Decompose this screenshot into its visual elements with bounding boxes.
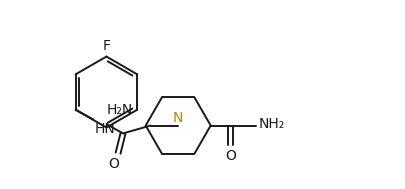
Text: HN: HN <box>94 122 115 136</box>
Text: O: O <box>109 157 119 171</box>
Text: F: F <box>102 39 111 53</box>
Text: O: O <box>225 149 236 163</box>
Text: NH₂: NH₂ <box>259 117 285 131</box>
Text: N: N <box>173 111 183 125</box>
Text: H₂N: H₂N <box>107 103 133 117</box>
